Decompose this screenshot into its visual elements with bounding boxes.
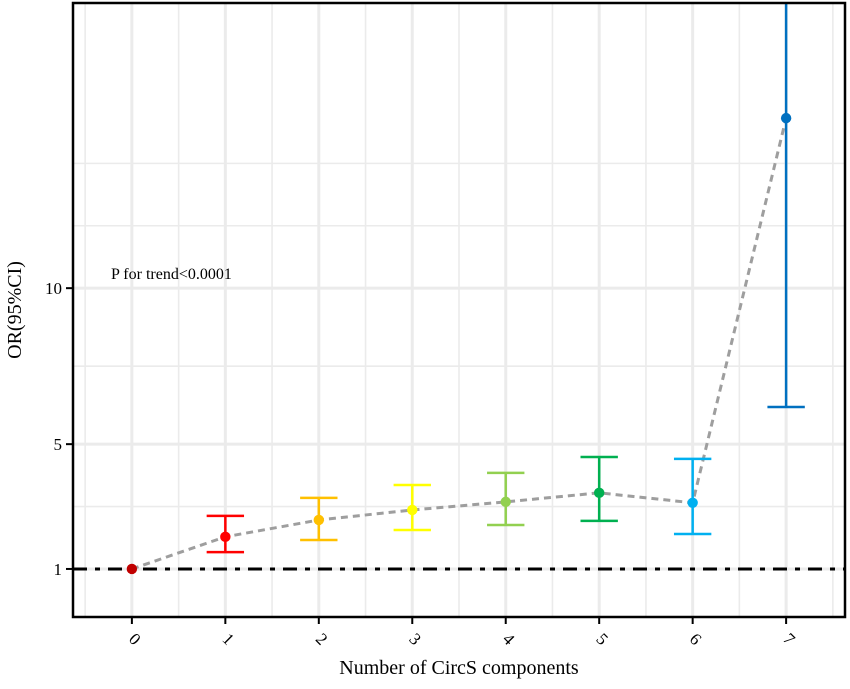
data-point-3 [407, 504, 418, 516]
data-point-4 [500, 496, 511, 508]
y-tick-label: 5 [54, 435, 63, 454]
trend-dashed-line [131, 117, 788, 571]
x-tick-label: 0 [125, 629, 144, 648]
y-tick-label: 10 [45, 279, 62, 298]
x-tick-label: 6 [686, 629, 705, 648]
x-axis: 0 1 2 3 4 5 6 7 [125, 617, 799, 649]
gridlines [73, 3, 845, 617]
plot-panel-border [71, 1, 847, 619]
x-tick-label: 7 [779, 629, 799, 649]
x-tick-label: 5 [592, 629, 611, 648]
x-axis-title: Number of CircS components [339, 657, 579, 679]
data-points [126, 112, 792, 575]
x-tick-label: 1 [219, 629, 238, 648]
x-tick-label: 2 [312, 629, 331, 648]
y-tick-label: 1 [54, 560, 63, 579]
y-axis-title: OR(95%CI) [4, 261, 26, 359]
data-point-5 [593, 487, 605, 499]
data-point-7 [780, 112, 792, 124]
data-point-0 [126, 563, 138, 575]
error-bar-6 [673, 457, 712, 536]
data-point-1 [220, 531, 231, 543]
error-bar-7 [767, 3, 805, 409]
data-point-6 [687, 497, 698, 509]
p-trend-annotation: P for trend<0.0001 [111, 266, 232, 283]
x-tick-label: 3 [405, 629, 424, 648]
data-point-2 [313, 514, 325, 526]
x-tick-label: 4 [499, 629, 519, 649]
error-bars [206, 3, 805, 554]
trend-line [131, 117, 788, 571]
